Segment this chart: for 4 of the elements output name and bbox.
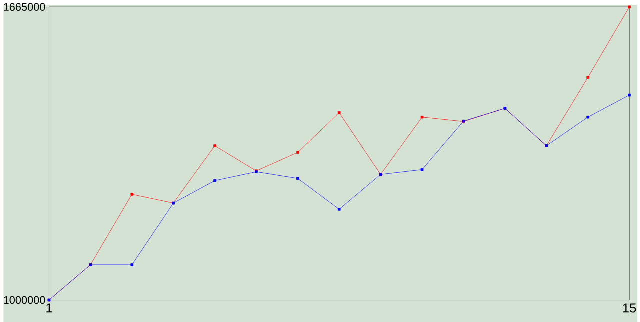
x-tick-label: 1 <box>46 304 52 313</box>
y-tick-label: 1665000 <box>4 3 46 11</box>
y-tick-label: 1000000 <box>4 296 46 304</box>
x-tick-label: 15 <box>623 304 636 313</box>
